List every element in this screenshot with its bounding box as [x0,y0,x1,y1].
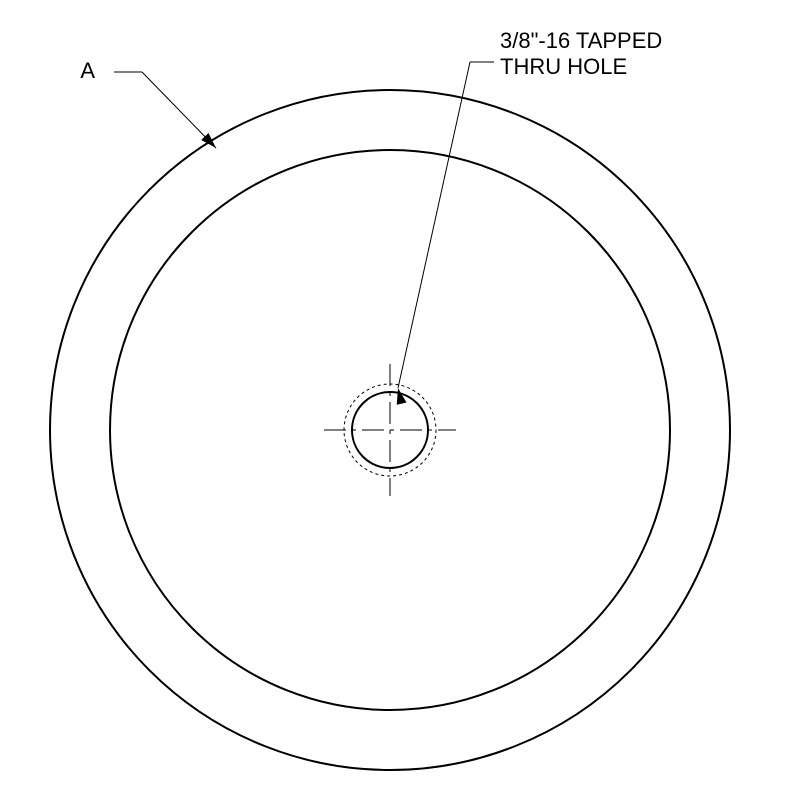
hole-note-group: 3/8"-16 TAPPEDTHRU HOLE [397,28,663,405]
hole-note-line2: THRU HOLE [500,54,627,79]
label-a-text: A [80,58,95,83]
hole-note-line1: 3/8"-16 TAPPED [500,28,662,53]
label-a-group: A [80,58,216,148]
leader-arrowhead [397,388,407,405]
leader-segment [398,62,470,388]
